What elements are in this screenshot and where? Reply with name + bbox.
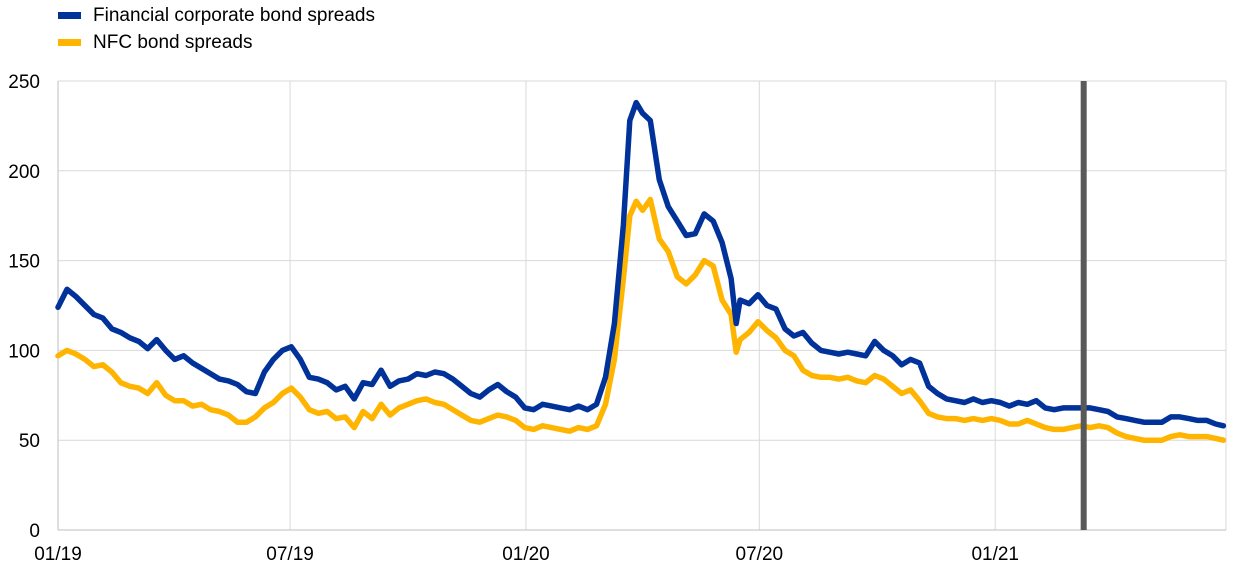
legend-label-nfc: NFC bond spreads bbox=[93, 32, 253, 53]
legend-item-nfc: NFC bond spreads bbox=[58, 29, 375, 56]
legend-swatch-financial bbox=[58, 12, 81, 19]
x-tick-label: 01/21 bbox=[971, 544, 1019, 565]
axes bbox=[57, 81, 1226, 531]
y-tick-label: 0 bbox=[29, 521, 40, 542]
x-tick-label: 07/19 bbox=[266, 544, 314, 565]
legend-swatch-nfc bbox=[58, 39, 81, 46]
y-tick-label: 100 bbox=[8, 341, 40, 362]
legend-label-financial: Financial corporate bond spreads bbox=[93, 5, 376, 26]
series-line-financial bbox=[55, 99, 1227, 429]
tick-labels: 0 50 100 150 200 250 01/19 07/19 01/20 07/20 01/21 bbox=[8, 72, 1019, 565]
x-tick-label: 07/20 bbox=[736, 544, 784, 565]
x-tick-label: 01/19 bbox=[34, 544, 82, 565]
series-line-nfc bbox=[55, 196, 1227, 443]
y-tick-label: 200 bbox=[8, 162, 40, 183]
series-layer bbox=[55, 99, 1227, 443]
x-tick-label: 01/20 bbox=[502, 544, 550, 565]
y-tick-label: 50 bbox=[19, 431, 40, 452]
chart-legend: Financial corporate bond spreads NFC bon… bbox=[58, 2, 375, 56]
legend-item-financial: Financial corporate bond spreads bbox=[58, 2, 375, 29]
grid-lines bbox=[58, 80, 1227, 530]
y-tick-label: 250 bbox=[8, 72, 40, 93]
y-tick-label: 150 bbox=[8, 252, 40, 273]
